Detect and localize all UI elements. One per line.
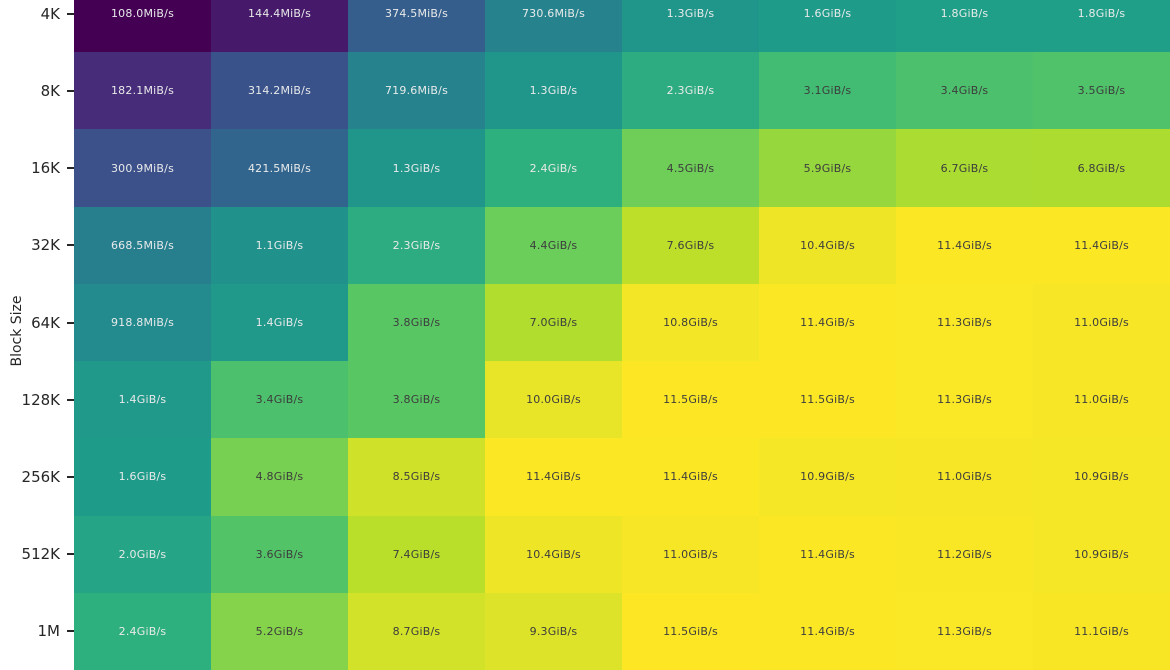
y-tick-label: 16K <box>31 159 60 178</box>
y-tick-label: 4K <box>40 4 60 23</box>
heatmap-cell: 6.8GiB/s <box>1033 129 1170 207</box>
heatmap-cell: 11.0GiB/s <box>622 515 759 593</box>
heatmap-cell: 3.5GiB/s <box>1033 52 1170 130</box>
y-tick-mark <box>67 321 74 324</box>
y-tick-mark <box>67 167 74 170</box>
heatmap-grid: 108.0MiB/s 144.4MiB/s 374.5MiB/s 730.6MiB/s… <box>74 0 1170 670</box>
heatmap-cell: 11.4GiB/s <box>622 438 759 516</box>
heatmap-cell: 11.0GiB/s <box>1033 361 1170 439</box>
heatmap-cell: 3.4GiB/s <box>896 52 1033 130</box>
heatmap-cell: 8.7GiB/s <box>348 592 485 670</box>
heatmap-cell: 11.0GiB/s <box>896 438 1033 516</box>
heatmap-cell: 2.4GiB/s <box>485 129 622 207</box>
heatmap-cell: 11.4GiB/s <box>896 206 1033 284</box>
heatmap-cell: 11.4GiB/s <box>759 592 896 670</box>
heatmap-cell: 11.3GiB/s <box>896 592 1033 670</box>
heatmap-cell: 10.0GiB/s <box>485 361 622 439</box>
heatmap-cell: 719.6MiB/s <box>348 52 485 130</box>
heatmap-cell: 8.5GiB/s <box>348 438 485 516</box>
y-tick-label: 512K <box>21 545 60 564</box>
heatmap-cell: 7.4GiB/s <box>348 515 485 593</box>
heatmap-cell: 7.6GiB/s <box>622 206 759 284</box>
y-tick-mark <box>67 553 74 556</box>
heatmap-cell: 10.4GiB/s <box>485 515 622 593</box>
heatmap-cell: 2.3GiB/s <box>622 52 759 130</box>
heatmap-cell: 11.0GiB/s <box>1033 283 1170 362</box>
heatmap-cell: 11.4GiB/s <box>485 438 622 516</box>
heatmap-cell: 918.8MiB/s <box>74 283 211 362</box>
heatmap-cell: 10.9GiB/s <box>759 438 896 516</box>
heatmap-cell: 10.9GiB/s <box>1033 515 1170 593</box>
heatmap-cell: 11.5GiB/s <box>759 361 896 439</box>
y-tick-label: 256K <box>21 467 60 486</box>
heatmap-cell: 2.3GiB/s <box>348 206 485 284</box>
heatmap-cell: 1.3GiB/s <box>622 0 759 53</box>
heatmap-cell: 11.4GiB/s <box>1033 206 1170 284</box>
heatmap-cell: 11.4GiB/s <box>759 283 896 362</box>
y-tick-mark <box>67 630 74 633</box>
heatmap-cell: 3.8GiB/s <box>348 283 485 362</box>
heatmap-cell: 730.6MiB/s <box>485 0 622 53</box>
heatmap-cell: 10.8GiB/s <box>622 283 759 362</box>
y-tick-mark <box>67 475 74 478</box>
heatmap-cell: 3.6GiB/s <box>211 515 348 593</box>
heatmap-cell: 10.9GiB/s <box>1033 438 1170 516</box>
heatmap-cell: 421.5MiB/s <box>211 129 348 207</box>
y-tick-label: 64K <box>31 313 60 332</box>
heatmap-cell: 5.2GiB/s <box>211 592 348 670</box>
heatmap-cell: 4.8GiB/s <box>211 438 348 516</box>
heatmap-cell: 4.4GiB/s <box>485 206 622 284</box>
heatmap-cell: 1.4GiB/s <box>211 283 348 362</box>
heatmap-cell: 2.0GiB/s <box>74 515 211 593</box>
heatmap-cell: 182.1MiB/s <box>74 52 211 130</box>
heatmap-cell: 1.8GiB/s <box>896 0 1033 53</box>
heatmap-cell: 11.2GiB/s <box>896 515 1033 593</box>
heatmap-cell: 3.8GiB/s <box>348 361 485 439</box>
heatmap-cell: 144.4MiB/s <box>211 0 348 53</box>
heatmap-cell: 1.6GiB/s <box>74 438 211 516</box>
y-tick-label: 128K <box>21 390 60 409</box>
heatmap-cell: 374.5MiB/s <box>348 0 485 53</box>
heatmap-cell: 11.5GiB/s <box>622 592 759 670</box>
y-tick-mark <box>67 12 74 15</box>
heatmap-cell: 3.1GiB/s <box>759 52 896 130</box>
heatmap-cell: 10.4GiB/s <box>759 206 896 284</box>
heatmap-cell: 4.5GiB/s <box>622 129 759 207</box>
y-tick-mark <box>67 398 74 401</box>
y-tick-mark <box>67 89 74 92</box>
y-tick-mark <box>67 244 74 247</box>
heatmap-cell: 9.3GiB/s <box>485 592 622 670</box>
heatmap-cell: 314.2MiB/s <box>211 52 348 130</box>
heatmap-cell: 108.0MiB/s <box>74 0 211 53</box>
heatmap-cell: 11.1GiB/s <box>1033 592 1170 670</box>
heatmap-cell: 5.9GiB/s <box>759 129 896 207</box>
heatmap-cell: 1.6GiB/s <box>759 0 896 53</box>
heatmap-cell: 11.3GiB/s <box>896 283 1033 362</box>
heatmap-cell: 2.4GiB/s <box>74 592 211 670</box>
y-tick-label: 1M <box>37 622 61 641</box>
heatmap-cell: 1.4GiB/s <box>74 361 211 439</box>
heatmap-cell: 668.5MiB/s <box>74 206 211 284</box>
heatmap-cell: 6.7GiB/s <box>896 129 1033 207</box>
heatmap-cell: 300.9MiB/s <box>74 129 211 207</box>
heatmap-cell: 1.1GiB/s <box>211 206 348 284</box>
heatmap-cell: 3.4GiB/s <box>211 361 348 439</box>
heatmap-cell: 1.8GiB/s <box>1033 0 1170 53</box>
heatmap-cell: 11.5GiB/s <box>622 361 759 439</box>
y-tick-label: 8K <box>40 81 60 100</box>
heatmap-cell: 11.3GiB/s <box>896 361 1033 439</box>
heatmap-cell: 1.3GiB/s <box>485 52 622 130</box>
heatmap-cell: 11.4GiB/s <box>759 515 896 593</box>
heatmap-cell: 1.3GiB/s <box>348 129 485 207</box>
y-tick-label: 32K <box>31 236 60 255</box>
heatmap-cell: 7.0GiB/s <box>485 283 622 362</box>
